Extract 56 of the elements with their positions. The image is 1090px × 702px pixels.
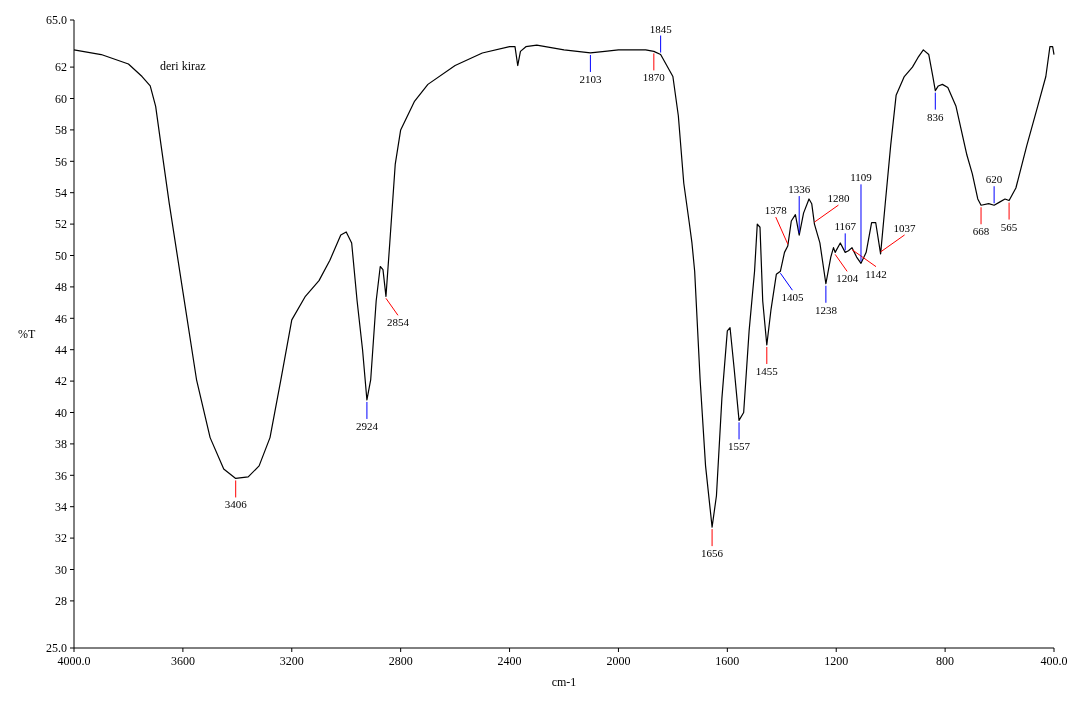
- y-tick-label: 54: [55, 185, 67, 200]
- annotation: 1204: [836, 272, 859, 285]
- y-tick-label: 46: [55, 311, 67, 326]
- y-tick-label: 34: [55, 499, 67, 514]
- annotation: 1167: [834, 220, 857, 233]
- x-tick-label: 2800: [388, 654, 413, 668]
- x-tick-label: 2000: [606, 654, 631, 668]
- y-tick-label: 42: [55, 374, 67, 389]
- annotation: 836: [927, 110, 945, 123]
- x-tick-label: 3600: [170, 654, 195, 668]
- annotation: 620: [985, 173, 1003, 186]
- x-tick-label: 4000.0: [57, 654, 91, 668]
- annotation: 3406: [224, 498, 248, 511]
- annotation: 668: [972, 225, 990, 238]
- annotation: 1336: [788, 183, 811, 196]
- y-tick-label: 52: [55, 217, 67, 232]
- annotation: 1142: [865, 267, 887, 280]
- x-tick-label: 2400: [497, 654, 522, 668]
- x-tick-label: 3200: [279, 654, 304, 668]
- y-tick-label: 30: [55, 562, 67, 577]
- y-axis-title: %T: [18, 327, 36, 342]
- x-tick-label: 1600: [715, 654, 740, 668]
- y-tick-label: 25.0: [46, 641, 67, 656]
- y-tick-label: 44: [55, 342, 67, 357]
- y-tick-label: 48: [55, 280, 67, 295]
- y-tick-label: 50: [55, 248, 67, 263]
- x-tick-label: 1200: [824, 654, 849, 668]
- series-label: deri kiraz: [160, 59, 206, 73]
- annotation: 565: [1000, 220, 1018, 233]
- x-tick-label: 800: [936, 654, 955, 668]
- y-tick-label: 60: [55, 91, 67, 106]
- y-tick-label: 36: [55, 468, 67, 483]
- annotation: 1870: [642, 71, 666, 84]
- annotation: 1238: [814, 303, 838, 316]
- annotation: 1455: [755, 364, 779, 377]
- annotation: 1037: [893, 221, 917, 234]
- y-tick-label: 32: [55, 531, 67, 546]
- x-tick-label: 400.0: [1040, 654, 1068, 668]
- y-tick-label: 62: [55, 60, 67, 75]
- annotation: 1109: [850, 171, 873, 184]
- y-tick-label: 56: [55, 154, 67, 169]
- annotation: 1405: [781, 291, 804, 304]
- annotation: 2924: [355, 419, 379, 432]
- annotation: 1557: [728, 440, 751, 453]
- y-tick-label: 28: [55, 594, 67, 609]
- annotation: 2103: [579, 72, 602, 85]
- annotation: 1656: [701, 547, 724, 560]
- annotation: 1280: [827, 192, 850, 205]
- y-tick-label: 38: [55, 437, 67, 452]
- y-tick-label: 65.0: [46, 13, 67, 28]
- y-tick-label: 40: [55, 405, 67, 420]
- annotation: 1845: [649, 22, 673, 35]
- annotation: 1378: [764, 204, 788, 217]
- x-axis-title: cm-1: [551, 675, 577, 689]
- y-tick-label: 58: [55, 123, 67, 138]
- annotation: 2854: [386, 316, 410, 329]
